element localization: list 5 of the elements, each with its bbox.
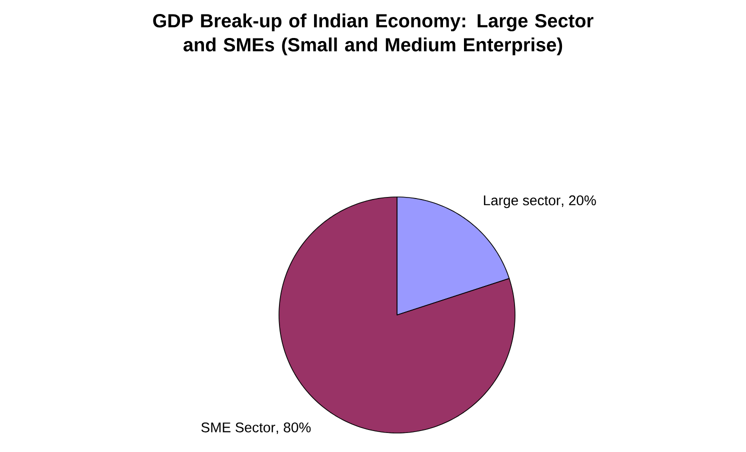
data-label: , 20% bbox=[562, 195, 596, 207]
chart-title: GDP Break-up of Indian Economy: Large Sector and SMEs (Small and Medium Enterprise) bbox=[153, 14, 594, 56]
data-label: , 80% bbox=[276, 422, 311, 434]
slice-label: SME Sector bbox=[201, 422, 276, 432]
slice-label: Large sector bbox=[484, 196, 560, 208]
